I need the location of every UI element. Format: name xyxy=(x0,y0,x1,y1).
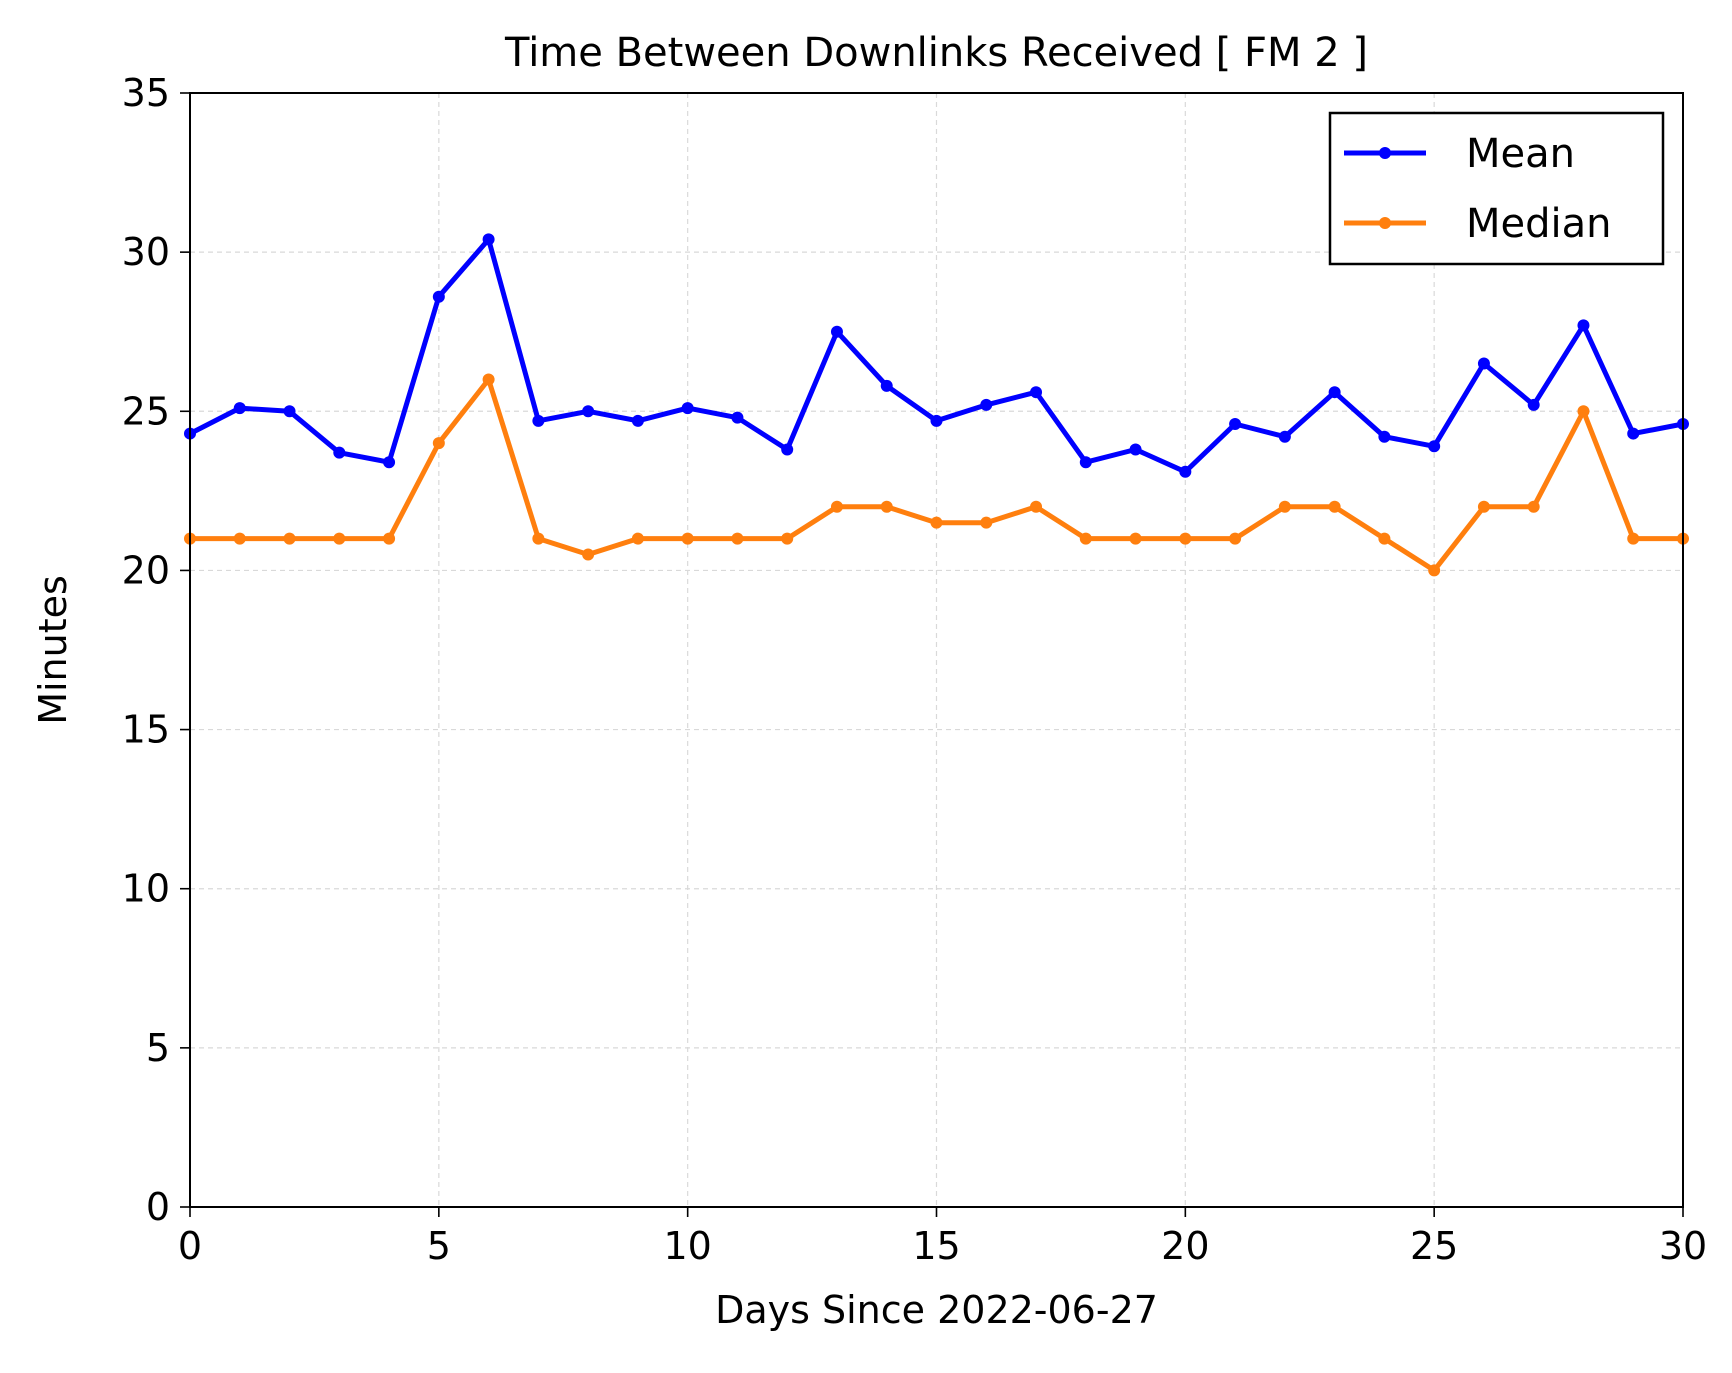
data-point-mean xyxy=(681,402,694,415)
data-point-mean xyxy=(1229,418,1242,431)
data-point-mean xyxy=(233,402,246,415)
data-point-median xyxy=(1030,500,1043,513)
data-point-mean xyxy=(582,405,595,418)
data-point-mean xyxy=(1278,430,1291,443)
data-point-median xyxy=(333,532,346,545)
y-tick-label: 15 xyxy=(122,708,170,752)
data-point-mean xyxy=(1328,386,1341,399)
legend: Mean Median xyxy=(1328,111,1665,266)
data-point-median xyxy=(1428,564,1441,577)
y-tick-label: 30 xyxy=(122,230,170,274)
data-point-median xyxy=(1328,500,1341,513)
data-point-median xyxy=(830,500,843,513)
data-point-median xyxy=(880,500,893,513)
data-point-mean xyxy=(1079,456,1092,469)
data-point-median xyxy=(781,532,794,545)
data-point-median xyxy=(1577,405,1590,418)
data-point-mean xyxy=(1179,465,1192,478)
data-point-median xyxy=(1627,532,1640,545)
data-point-median xyxy=(930,516,943,529)
data-point-median xyxy=(283,532,296,545)
data-point-mean xyxy=(1129,443,1142,456)
data-point-mean xyxy=(880,379,893,392)
data-point-mean xyxy=(1627,427,1640,440)
data-point-mean xyxy=(631,414,644,427)
data-point-mean xyxy=(532,414,545,427)
y-tick-label: 5 xyxy=(146,1026,170,1070)
legend-marker-median xyxy=(1379,217,1391,229)
data-point-mean xyxy=(432,290,445,303)
data-point-mean xyxy=(1428,440,1441,453)
data-point-median xyxy=(1278,500,1291,513)
y-tick-label: 25 xyxy=(122,389,170,433)
data-point-median xyxy=(1079,532,1092,545)
data-point-mean xyxy=(1378,430,1391,443)
data-point-median xyxy=(1179,532,1192,545)
data-point-median xyxy=(980,516,993,529)
data-point-median xyxy=(1477,500,1490,513)
y-axis-title: Minutes xyxy=(31,575,75,725)
data-point-median xyxy=(1229,532,1242,545)
data-point-median xyxy=(482,373,495,386)
data-point-mean xyxy=(333,446,346,459)
legend-marker-mean xyxy=(1379,147,1391,159)
data-point-median xyxy=(532,532,545,545)
data-point-median xyxy=(1129,532,1142,545)
data-point-median xyxy=(432,437,445,450)
data-point-mean xyxy=(482,233,495,246)
series-layer xyxy=(184,233,1689,577)
x-tick-label: 5 xyxy=(427,1224,451,1268)
legend-label-mean: Mean xyxy=(1466,131,1575,177)
legend-label-median: Median xyxy=(1466,201,1612,247)
data-point-mean xyxy=(830,325,843,338)
data-point-mean xyxy=(283,405,296,418)
data-point-median xyxy=(681,532,694,545)
data-point-median xyxy=(233,532,246,545)
x-axis-title: Days Since 2022-06-27 xyxy=(715,1288,1158,1332)
data-point-mean xyxy=(930,414,943,427)
data-point-mean xyxy=(731,411,744,424)
x-tick-label: 0 xyxy=(178,1224,202,1268)
data-point-mean xyxy=(1527,398,1540,411)
data-point-mean xyxy=(1577,319,1590,332)
data-point-mean xyxy=(1030,386,1043,399)
data-point-median xyxy=(1378,532,1391,545)
data-point-median xyxy=(582,548,595,561)
data-point-mean xyxy=(781,443,794,456)
data-point-median xyxy=(383,532,396,545)
data-point-median xyxy=(731,532,744,545)
chart-title: Time Between Downlinks Received [ FM 2 ] xyxy=(504,30,1368,76)
data-point-mean xyxy=(980,398,993,411)
y-tick-label: 20 xyxy=(122,548,170,592)
y-tick-label: 0 xyxy=(146,1185,170,1229)
legend-box xyxy=(1328,111,1665,266)
x-tick-label: 20 xyxy=(1161,1224,1209,1268)
data-point-median xyxy=(631,532,644,545)
x-tick-label: 25 xyxy=(1410,1224,1458,1268)
y-tick-label: 35 xyxy=(122,71,170,115)
x-tick-label: 10 xyxy=(663,1224,711,1268)
data-point-median xyxy=(1527,500,1540,513)
x-tick-label: 30 xyxy=(1659,1224,1707,1268)
y-tick-label: 10 xyxy=(122,867,170,911)
x-tick-label: 15 xyxy=(912,1224,960,1268)
data-point-mean xyxy=(383,456,396,469)
data-point-mean xyxy=(1477,357,1490,370)
axis-ticks: 0 5 10 15 20 25 30 0 5 10 15 20 25 30 35 xyxy=(122,71,1708,1268)
